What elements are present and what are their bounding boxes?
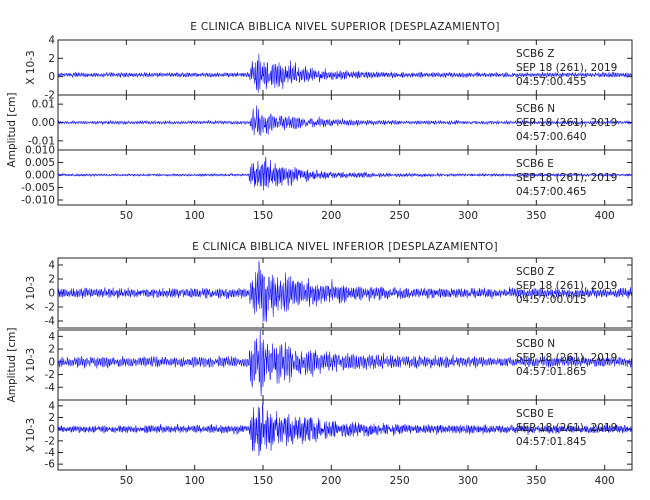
x-tick-label: 200 xyxy=(321,475,341,487)
y-tick-label: -4 xyxy=(45,382,56,394)
y-tick-label: 0.010 xyxy=(25,145,55,157)
y-tick-label: -0.01 xyxy=(28,135,55,147)
trace-line xyxy=(57,329,633,397)
y-tick-label: -2 xyxy=(45,435,55,447)
y-tick-label: 2 xyxy=(48,344,55,356)
trace-line xyxy=(57,402,633,456)
time-label: 04:57:01.845 xyxy=(516,436,587,448)
x-tick-label: 250 xyxy=(390,475,410,487)
panel-frame xyxy=(57,399,633,471)
date-label: SEP 18 (261), 2019 xyxy=(516,172,617,184)
x-tick-label: 350 xyxy=(526,475,546,487)
trace-line xyxy=(57,156,633,191)
x-tick-label: 100 xyxy=(185,475,205,487)
station-label: SCB6 N xyxy=(516,103,555,115)
y-tick-label: 4 xyxy=(48,35,55,47)
y-tick-label: -6 xyxy=(45,459,56,471)
panel-0-0: -2 0 2 4 X 10-3 SCB6 Z SEP 18 (261), 2019 04:57… xyxy=(25,35,633,102)
y-tick-label: 0.01 xyxy=(32,99,55,111)
x-tick-label: 400 xyxy=(595,210,615,222)
date-label: SEP 18 (261), 2019 xyxy=(516,422,617,434)
trace-line xyxy=(57,260,633,323)
y-tick-label: 0 xyxy=(48,356,55,368)
y-tick-label: 4 xyxy=(48,400,55,412)
y-tick-label: 0 xyxy=(48,288,55,300)
station-label: SCB6 E xyxy=(516,158,554,170)
station-label: SCB6 Z xyxy=(516,48,554,60)
x-tick-label: 250 xyxy=(390,210,410,222)
y-tick-label: 0 xyxy=(48,424,55,436)
panel-frame xyxy=(57,149,633,206)
x-tick-label: 300 xyxy=(458,210,478,222)
date-label: SEP 18 (261), 2019 xyxy=(516,352,617,364)
y-tick-label: -0.010 xyxy=(21,195,55,207)
chart-title-upper: E CLINICA BIBLICA NIVEL SUPERIOR [DESPLA… xyxy=(190,21,500,33)
y-tick-label: -2 xyxy=(45,369,55,381)
trace-line xyxy=(57,53,633,93)
x-tick-label: 100 xyxy=(185,210,205,222)
time-label: 04:57:00.640 xyxy=(516,131,587,143)
y-tick-label: 2 xyxy=(48,412,55,424)
chart-title-lower: E CLINICA BIBLICA NIVEL INFERIOR [DESPLA… xyxy=(192,241,498,253)
y-tick-label: 0.000 xyxy=(25,170,55,182)
time-label: 04:57:01.865 xyxy=(516,366,587,378)
date-label: SEP 18 (261), 2019 xyxy=(516,280,617,292)
y-tick-label: -2 xyxy=(45,90,55,102)
date-label: SEP 18 (261), 2019 xyxy=(516,117,617,129)
time-label: 04:57:00.015 xyxy=(516,294,587,306)
y-tick-label: 0 xyxy=(48,71,55,83)
y-tick-label: 0.00 xyxy=(32,117,55,129)
y-tick-label: 4 xyxy=(48,331,55,343)
y-tick-label: 0.005 xyxy=(25,157,55,169)
x-tick-label: 350 xyxy=(526,210,546,222)
y-tick-label: -2 xyxy=(45,302,55,314)
trace-line xyxy=(57,105,633,136)
scale-label: X 10-3 xyxy=(25,50,37,84)
ylabel-lower: Amplitud [cm] xyxy=(6,328,18,403)
panel-1-0: -4 -2 0 2 4 X 10-3 SCB0 Z SEP 18 (261), 2019 04:… xyxy=(25,257,633,329)
scale-label: X 10-3 xyxy=(25,348,37,382)
x-tick-label: 150 xyxy=(253,475,273,487)
scale-label: X 10-3 xyxy=(25,276,37,310)
y-tick-label: 2 xyxy=(48,274,55,286)
x-tick-label: 200 xyxy=(321,210,341,222)
time-label: 04:57:00.455 xyxy=(516,76,587,88)
x-tick-label: 300 xyxy=(458,475,478,487)
panel-0-1: -0.01 0.00 0.01 SCB6 N SEP 18 (261), 2019 04:… xyxy=(28,94,633,151)
scale-label: X 10-3 xyxy=(25,418,37,452)
y-tick-label: 4 xyxy=(48,260,55,272)
date-label: SEP 18 (261), 2019 xyxy=(516,62,617,74)
y-tick-label: 2 xyxy=(48,53,55,65)
x-tick-label: 150 xyxy=(253,210,273,222)
station-label: SCB0 E xyxy=(516,408,554,420)
station-label: SCB0 N xyxy=(516,338,555,350)
y-tick-label: -4 xyxy=(45,316,56,328)
x-tick-label: 50 xyxy=(120,210,133,222)
y-tick-label: -4 xyxy=(45,447,56,459)
ylabel-upper: Amplitud [cm] xyxy=(6,93,18,168)
time-label: 04:57:00.465 xyxy=(516,186,587,198)
x-tick-label: 400 xyxy=(595,475,615,487)
y-tick-label: -0.005 xyxy=(21,182,55,194)
station-label: SCB0 Z xyxy=(516,266,554,278)
x-tick-label: 50 xyxy=(120,475,133,487)
